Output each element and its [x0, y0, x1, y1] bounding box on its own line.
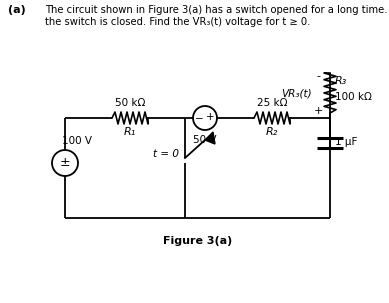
Text: R₂: R₂: [266, 127, 278, 137]
Text: 50 kΩ: 50 kΩ: [115, 98, 145, 108]
Text: $+$: $+$: [205, 112, 215, 122]
Text: 25 kΩ: 25 kΩ: [257, 98, 287, 108]
Text: 1 μF: 1 μF: [335, 137, 357, 147]
Text: 50 V: 50 V: [193, 135, 217, 145]
Polygon shape: [205, 132, 215, 144]
Text: Figure 3(a): Figure 3(a): [163, 236, 232, 246]
Text: 100 kΩ: 100 kΩ: [335, 92, 372, 102]
Text: $\pm$: $\pm$: [60, 155, 71, 168]
Text: (a): (a): [8, 5, 26, 15]
Text: +: +: [313, 106, 323, 116]
Text: VR₃(t): VR₃(t): [281, 88, 312, 98]
Text: The circuit shown in Figure 3(a) has a switch opened for a long time. At t = 0,: The circuit shown in Figure 3(a) has a s…: [45, 5, 389, 15]
Text: t = 0: t = 0: [153, 149, 179, 159]
Text: 100 V: 100 V: [62, 136, 92, 146]
Text: R₁: R₁: [124, 127, 136, 137]
Text: $-$: $-$: [194, 112, 204, 122]
Text: R₃: R₃: [335, 76, 347, 86]
Text: -: -: [316, 71, 320, 81]
Text: the switch is closed. Find the VR₃(t) voltage for t ≥ 0.: the switch is closed. Find the VR₃(t) vo…: [45, 17, 310, 27]
